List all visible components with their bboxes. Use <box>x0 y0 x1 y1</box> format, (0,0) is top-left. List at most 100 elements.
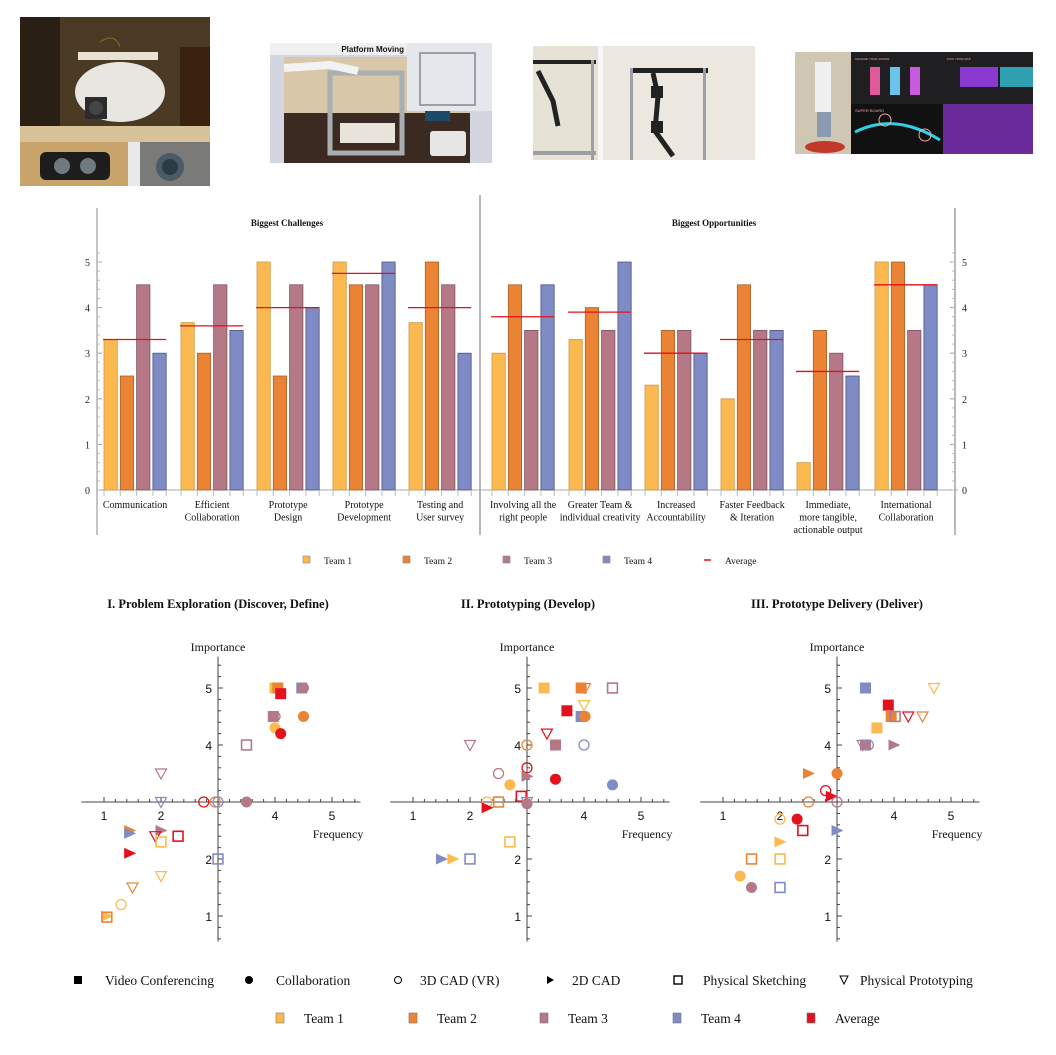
scatter-point-collab-team3 <box>241 796 252 808</box>
legend-team-label: Team 2 <box>437 1011 477 1026</box>
scatter-point-sketch-team3 <box>606 682 619 694</box>
scatter-title: I. Problem Exploration (Discover, Define… <box>107 597 329 611</box>
bar-team4 <box>540 284 555 491</box>
scatter-point-video-team1 <box>538 682 550 694</box>
bar-team3 <box>365 284 380 491</box>
bar-left-tick-label: 1 <box>85 440 90 451</box>
scatter-point-cad2d-team3 <box>521 770 534 782</box>
scatter-point-collab-team3 <box>521 798 533 810</box>
scatter-y-tick-label: 5 <box>824 682 831 696</box>
bar-right-tick-label: 3 <box>962 349 967 360</box>
legend-team-swatch-team2 <box>408 1012 418 1024</box>
scatter-point-cad2d-team4 <box>436 853 448 865</box>
bar-team4 <box>152 352 167 491</box>
scatter-point-sketch-team4 <box>464 853 476 865</box>
photo-caption-platform-moving: Platform Moving <box>341 45 404 54</box>
legend-team-colors: Team 1 Team 2 Team 3 Team 4 Average <box>275 1011 880 1026</box>
scatter-y-tick-label: 1 <box>824 910 831 924</box>
scatter-point-cad3d-team2 <box>521 739 533 751</box>
scatter-problem-exploration: I. Problem Exploration (Discover, Define… <box>81 597 363 942</box>
scatter-y-tick-label: 4 <box>205 739 212 753</box>
scatter-point-sketch-team2 <box>745 853 758 865</box>
scatter-point-sketch-team1 <box>155 836 167 848</box>
scatter-point-video-team2 <box>885 711 897 722</box>
scatter-x-tick-label: 1 <box>101 809 108 823</box>
scatter-point-proto-average <box>540 728 554 741</box>
scatter-y-axis-label: Importance <box>810 640 865 654</box>
bar-right-tick-label: 0 <box>962 486 967 497</box>
scatter-point-proto-team2 <box>578 682 592 695</box>
bar-category-label: Accountability <box>646 513 705 524</box>
scatter-x-tick-label: 1 <box>720 809 727 823</box>
scatter-point-video-average <box>561 705 573 717</box>
bar-chart-challenges-opportunities: 0 0 1 1 2 2 3 3 4 4 5 5 Biggest Challenges Communica… <box>85 195 967 567</box>
bar-category-label: Collaboration <box>879 513 934 524</box>
bar-team1 <box>874 261 889 491</box>
legend-team-label: Average <box>835 1011 880 1026</box>
bar-right-tick-label: 5 <box>962 258 967 269</box>
scatter-point-cad2d-team3 <box>888 739 901 751</box>
bar-team2 <box>196 352 212 491</box>
bar-left-tick-label: 0 <box>85 486 90 497</box>
bar-team1 <box>568 339 583 491</box>
scatter-title: III. Prototype Delivery (Deliver) <box>751 597 923 611</box>
scatter-x-axis-label: Frequency <box>932 827 983 841</box>
scatter-x-tick-label: 5 <box>329 809 336 823</box>
scatter-point-proto-average <box>901 711 915 724</box>
bar-team2 <box>507 284 522 491</box>
scatter-x-tick-label: 4 <box>891 809 898 823</box>
bar-category-label: Efficient <box>195 500 230 511</box>
scatter-point-cad3d-average <box>819 784 832 797</box>
bar-team2 <box>584 307 599 491</box>
legend-label-team3: Team 3 <box>524 557 552 567</box>
scatter-y-tick-label: 2 <box>824 853 831 867</box>
scatter-point-collab-team2 <box>298 711 309 722</box>
scatter-point-collab-team2 <box>831 768 843 779</box>
scatter-point-sketch-team4 <box>212 853 224 865</box>
scatter-point-proto-team3 <box>154 768 168 781</box>
legend-label-team2: Team 2 <box>424 557 452 567</box>
photo-overlay-label-avatar: CHOOSE YOUR AVATAR <box>855 57 890 61</box>
bar-category-label: Development <box>337 513 391 524</box>
scatter-point-cad2d-team3 <box>155 825 168 836</box>
legend-3d-cad-icon <box>394 976 402 984</box>
bar-category-label: Greater Team & <box>568 500 633 511</box>
scatter-point-collab-team2 <box>579 711 591 722</box>
bar-team2 <box>660 329 675 491</box>
photo-camera-arm-rig <box>533 46 755 160</box>
legend-shape-label: Physical Sketching <box>703 973 806 988</box>
bar-category-label: more tangible, <box>799 513 857 524</box>
scatter-point-sketch-team3 <box>889 710 901 723</box>
scatter-point-cad2d-team1 <box>774 836 787 848</box>
bar-team4 <box>381 261 396 491</box>
legend-2d-cad-icon <box>547 976 554 984</box>
bar-right-tick-label: 4 <box>962 304 967 315</box>
scatter-title: II. Prototyping (Develop) <box>461 597 595 611</box>
scatter-y-axis-label: Importance <box>191 640 246 654</box>
bar-panel-title: Biggest Opportunities <box>672 218 757 228</box>
scatter-y-tick-label: 5 <box>514 682 521 696</box>
scatter-y-tick-label: 4 <box>514 739 521 753</box>
bar-team2 <box>348 284 363 491</box>
scatter-y-tick-label: 1 <box>205 910 212 924</box>
legend-team-swatch-team4 <box>672 1012 682 1024</box>
bar-left-tick-label: 2 <box>85 395 90 406</box>
scatter-point-collab-team3 <box>746 882 757 893</box>
scatter-x-tick-label: 4 <box>581 809 588 823</box>
bar-team1 <box>332 261 347 491</box>
bar-category-label: Increased <box>657 500 695 511</box>
bar-team4 <box>769 329 784 491</box>
scatter-point-proto-team4 <box>154 796 168 809</box>
scatter-point-cad3d-team3 <box>831 796 843 808</box>
bar-team3 <box>677 329 692 491</box>
bar-category-label: International <box>881 500 932 511</box>
bar-team1 <box>256 261 271 491</box>
photo-platform-moving-prototype: Platform Moving <box>270 43 492 163</box>
scatter-point-collab-team4 <box>607 779 618 791</box>
bar-team2 <box>812 329 827 491</box>
bar-team3 <box>213 284 228 491</box>
bar-category-label: Prototype <box>345 500 384 511</box>
scatter-prototyping: II. Prototyping (Develop) 1 2 4 5 1 2 4 5 Importa… <box>390 597 672 942</box>
legend-label-average: Average <box>725 557 756 567</box>
scatter-y-tick-label: 4 <box>824 739 831 753</box>
